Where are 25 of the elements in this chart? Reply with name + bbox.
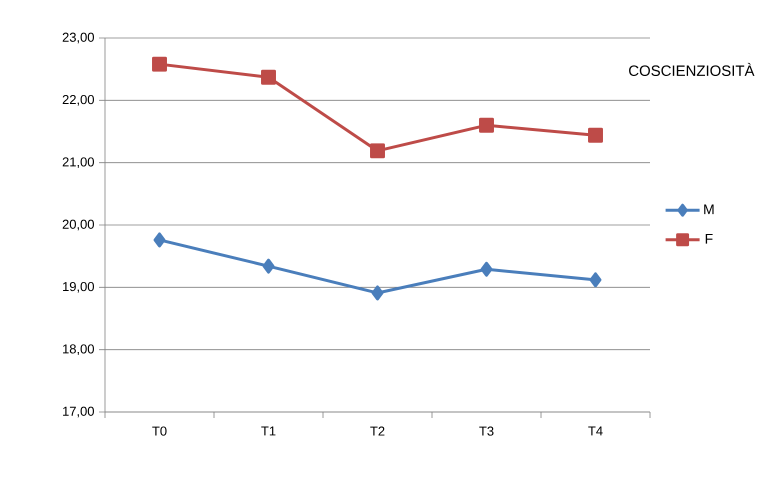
point [154,232,166,248]
point [480,262,492,277]
point [588,128,603,143]
legend-label: M [704,204,714,214]
point [479,118,494,133]
text: COSCIENZIOSITÀ [629,62,754,76]
y-tick-label: 20,00 [62,220,94,230]
point [152,56,167,72]
y-tick-label: 17,00 [63,406,94,418]
y-tick-label: 23,00 [62,32,94,44]
x-tick-label: T4 [588,426,603,436]
legend-label: F [706,234,713,244]
point [261,70,276,85]
point [372,285,384,300]
x-tick-label: T0 [152,426,167,436]
point [370,143,385,158]
point [262,258,274,274]
x-tick-label: T3 [479,426,494,436]
x-tick-label: T1 [261,426,276,436]
y-tick-label: 22,00 [62,94,94,106]
point [590,272,602,288]
y-tick-label: 18,00 [63,344,94,356]
y-tick-label: 21,00 [62,157,94,168]
y-tick-label: 19,00 [63,282,94,293]
x-tick-label: T2 [370,426,384,436]
